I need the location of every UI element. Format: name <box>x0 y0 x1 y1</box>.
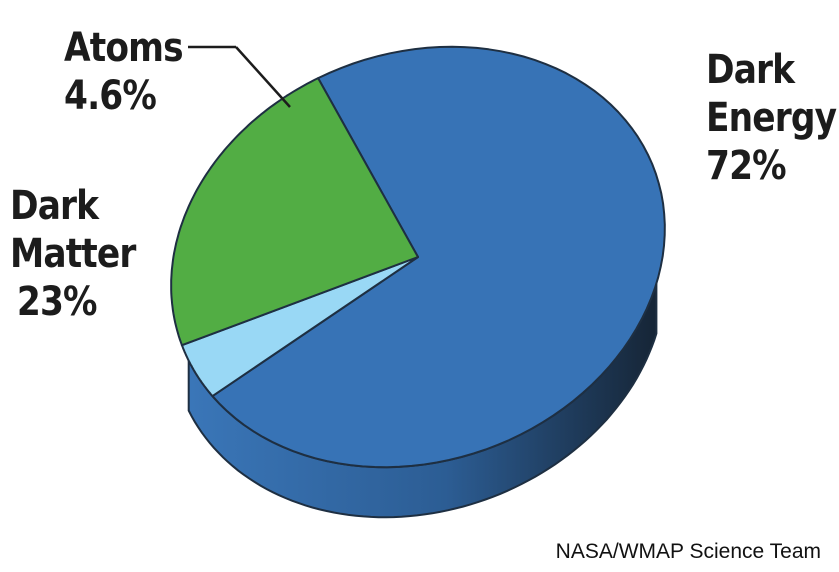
label-atoms: Atoms 4.6% <box>64 24 184 120</box>
label-dark-energy-value: 72% <box>706 143 787 189</box>
slice-dark-matter <box>170 77 419 347</box>
label-dark-matter-name-2: Matter <box>10 231 136 277</box>
label-dark-matter-value: 23% <box>16 279 98 325</box>
label-dark-matter: Dark Matter 23% <box>10 182 136 326</box>
label-atoms-name: Atoms <box>64 25 184 71</box>
slice-dark-energy <box>211 45 666 469</box>
label-dark-energy-name-1: Dark <box>706 47 795 93</box>
credit-text: NASA/WMAP Science Team <box>555 540 821 563</box>
label-atoms-value: 4.6% <box>64 73 157 119</box>
pie-top-face <box>170 45 666 469</box>
slice-atoms <box>180 256 419 398</box>
atoms-leader-line-diagonal <box>235 46 291 108</box>
label-dark-energy-name-2: Energy <box>706 95 837 141</box>
label-dark-matter-name-1: Dark <box>10 183 99 229</box>
label-dark-energy: Dark Energy 72% <box>706 46 837 190</box>
